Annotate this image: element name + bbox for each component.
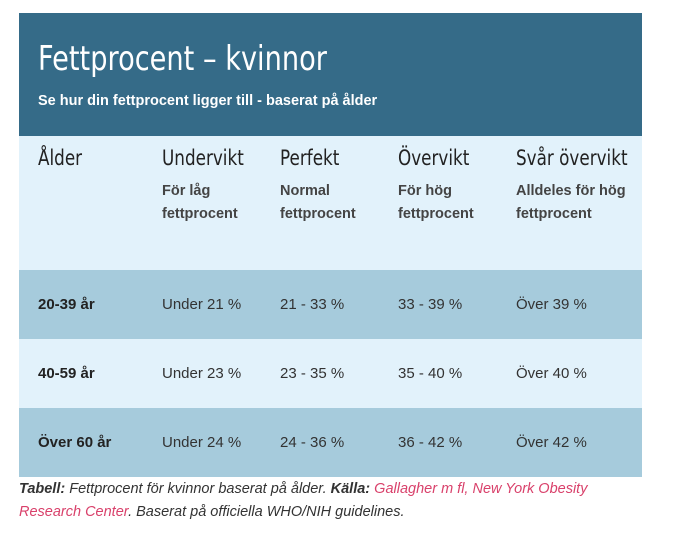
- overweight-cell: 33 - 39 %: [398, 296, 463, 313]
- header-underweight-desc: För låg fettprocent: [162, 183, 238, 222]
- source-link[interactable]: Gallagher m fl, New York Obesity Researc…: [19, 481, 588, 520]
- caption-label-source: Källa:: [330, 481, 371, 497]
- table-caption: Tabell: Fettprocent för kvinnor baserat …: [19, 478, 619, 524]
- table-row: 20-39 år Under 21 % 21 - 33 % 33 - 39 % …: [19, 270, 642, 339]
- underweight-cell: Under 21 %: [162, 296, 242, 313]
- perfect-cell: 23 - 35 %: [280, 365, 345, 382]
- caption-text-guidelines: . Baserat på officiella WHO/NIH guidelin…: [128, 504, 405, 520]
- caption-label-table: Tabell:: [19, 481, 66, 497]
- overweight-cell: 36 - 42 %: [398, 434, 463, 451]
- perfect-cell: 24 - 36 %: [280, 434, 345, 451]
- perfect-cell: 21 - 33 %: [280, 296, 345, 313]
- header-underweight: Undervikt: [162, 146, 244, 170]
- severe-overweight-cell: Över 42 %: [516, 434, 587, 451]
- underweight-cell: Under 24 %: [162, 434, 242, 451]
- table-header: Ålder Undervikt Perfekt Övervikt Svår öv…: [19, 136, 642, 270]
- header-perfect: Perfekt: [280, 146, 340, 170]
- table-row: 40-59 år Under 23 % 23 - 35 % 35 - 40 % …: [19, 339, 642, 408]
- overweight-cell: 35 - 40 %: [398, 365, 463, 382]
- header-overweight: Övervikt: [398, 146, 470, 170]
- header-severe-overweight: Svår övervikt: [516, 146, 628, 170]
- table-row: Över 60 år Under 24 % 24 - 36 % 36 - 42 …: [19, 408, 642, 477]
- header-overweight-desc: För hög fettprocent: [398, 183, 474, 222]
- header-severe-overweight-desc: Alldeles för hög fettprocent: [516, 183, 626, 222]
- header-perfect-desc: Normal fettprocent: [280, 183, 356, 222]
- table-banner: Fettprocent – kvinnor Se hur din fettpro…: [19, 13, 642, 136]
- age-cell: 40-59 år: [38, 365, 95, 382]
- severe-overweight-cell: Över 39 %: [516, 296, 587, 313]
- table-title: Fettprocent – kvinnor: [38, 39, 327, 79]
- severe-overweight-cell: Över 40 %: [516, 365, 587, 382]
- table-subtitle: Se hur din fettprocent ligger till - bas…: [38, 93, 378, 109]
- age-cell: Över 60 år: [38, 434, 112, 451]
- caption-text: Fettprocent för kvinnor baserat på ålder…: [65, 481, 331, 497]
- age-cell: 20-39 år: [38, 296, 95, 313]
- header-age: Ålder: [38, 146, 83, 170]
- fat-percentage-table: Fettprocent – kvinnor Se hur din fettpro…: [19, 13, 642, 477]
- underweight-cell: Under 23 %: [162, 365, 242, 382]
